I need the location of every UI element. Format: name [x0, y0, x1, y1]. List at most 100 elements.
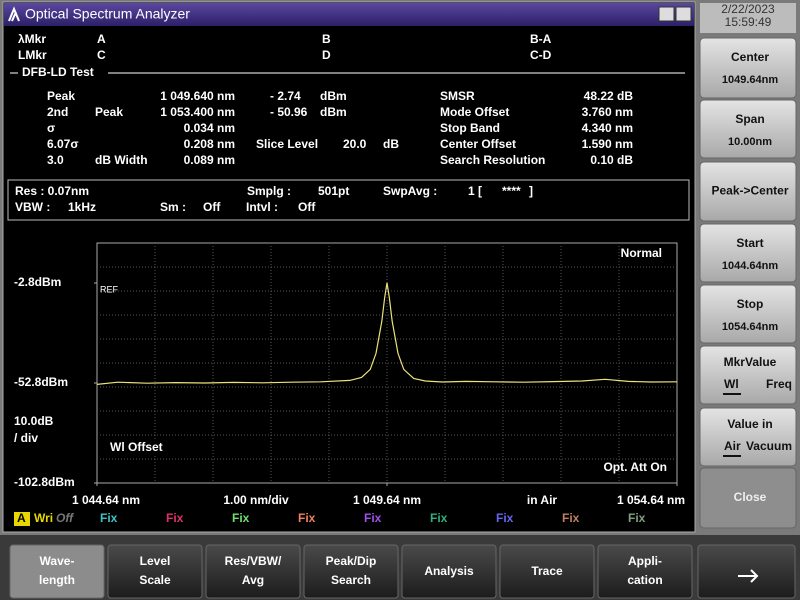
key-option: Freq — [766, 377, 792, 391]
side-key[interactable] — [699, 284, 797, 344]
trace-state[interactable]: Fix — [298, 511, 316, 525]
setting: 501pt — [318, 184, 349, 198]
bottom-key-label: Search — [331, 573, 371, 587]
result-value: 1 049.640 nm — [160, 89, 235, 103]
x-tick-label: 1 054.64 nm — [617, 493, 685, 507]
result-value: 0.208 nm — [184, 137, 235, 151]
bottom-key-label: Wave- — [40, 554, 75, 568]
logo — [8, 6, 20, 22]
result-label: Peak — [95, 105, 123, 119]
slice-unit: dB — [383, 137, 399, 151]
key-label: Peak->Center — [711, 184, 788, 198]
setting: Intvl : — [246, 200, 278, 214]
result-label: Mode Offset — [440, 105, 509, 119]
key-value: 10.00nm — [728, 136, 772, 148]
setting: SwpAvg : — [383, 184, 437, 198]
active-trace-badge — [14, 512, 30, 526]
scale-unit: / div — [14, 431, 38, 445]
bottom-key[interactable] — [205, 544, 301, 599]
active-trace-state[interactable]: Off — [56, 511, 74, 525]
bottom-key[interactable] — [303, 544, 399, 599]
key-option: Wl — [724, 377, 739, 391]
bottom-key[interactable] — [401, 544, 497, 599]
slice-label: Slice Level — [256, 137, 318, 151]
setting: 1kHz — [68, 200, 96, 214]
trace-state[interactable]: Fix — [562, 511, 580, 525]
setting: **** — [502, 184, 521, 198]
side-key[interactable] — [699, 467, 797, 529]
side-key[interactable] — [699, 345, 797, 405]
setting: 1 [ — [468, 184, 482, 198]
trace-state[interactable]: Fix — [430, 511, 448, 525]
result-value: 0.10 dB — [590, 153, 633, 167]
bottom-key-label: length — [39, 573, 75, 587]
ref-label: REF — [100, 284, 119, 294]
side-key[interactable] — [699, 161, 797, 222]
trace-state[interactable]: Fix — [628, 511, 646, 525]
side-key[interactable] — [699, 37, 797, 99]
result-value: 48.22 dB — [584, 89, 634, 103]
key-option: Air — [724, 439, 741, 453]
time: 15:59:49 — [725, 15, 772, 29]
bottom-key-label: Analysis — [424, 564, 474, 578]
key-value: 1054.64nm — [722, 321, 778, 333]
trace-state[interactable]: Fix — [496, 511, 514, 525]
key-label: Value in — [727, 417, 772, 431]
trace-state[interactable]: Fix — [232, 511, 250, 525]
setting: Sm : — [160, 200, 186, 214]
marker-label: B — [322, 32, 331, 46]
result-label: σ — [47, 121, 55, 135]
key-label: Span — [735, 112, 764, 126]
result-level: - 2.74 — [270, 89, 301, 103]
spectrum-trace — [96, 282, 678, 385]
result-value: 3.760 nm — [582, 105, 633, 119]
marker-label: C — [97, 48, 106, 62]
maximize-button[interactable] — [675, 6, 692, 22]
marker-label: LMkr — [18, 48, 47, 62]
result-label: SMSR — [440, 89, 475, 103]
result-value: 1.590 nm — [582, 137, 633, 151]
x-tick-label: 1 044.64 nm — [72, 493, 140, 507]
trace-state[interactable]: Fix — [100, 511, 118, 525]
minimize-button[interactable] — [658, 6, 675, 22]
active-trace-mode[interactable]: Wri — [34, 511, 53, 525]
marker-label: λMkr — [18, 32, 46, 46]
bottom-key-label: Avg — [242, 573, 264, 587]
scale-label: 10.0dB — [14, 414, 54, 428]
result-label: Search Resolution — [440, 153, 545, 167]
y-tick-label: -52.8dBm — [14, 375, 68, 389]
setting: Off — [298, 200, 316, 214]
bottom-key-label: Level — [140, 554, 171, 568]
more-key[interactable] — [697, 544, 796, 599]
setting: ] — [529, 184, 533, 198]
setting: Smplg : — [247, 184, 291, 198]
setting: Res : 0.07nm — [15, 184, 89, 198]
result-label: 3.0 — [47, 153, 64, 167]
trace-state[interactable]: Fix — [166, 511, 184, 525]
key-label: Start — [736, 236, 763, 250]
side-key[interactable] — [699, 99, 797, 159]
result-label: 2nd — [47, 105, 68, 119]
key-label: Center — [731, 50, 769, 64]
arrow-icon — [738, 569, 759, 583]
result-label: Center Offset — [440, 137, 516, 151]
active-trace-letter[interactable]: A — [17, 511, 26, 525]
label-bg — [104, 440, 174, 456]
bottom-key[interactable] — [107, 544, 203, 599]
bottom-key[interactable] — [499, 544, 595, 599]
result-value: 0.089 nm — [184, 153, 235, 167]
result-value: 4.340 nm — [582, 121, 633, 135]
result-label: 6.07σ — [47, 137, 79, 151]
side-key[interactable] — [699, 223, 797, 283]
window-title: Optical Spectrum Analyzer — [25, 6, 190, 22]
result-value: 0.034 nm — [184, 121, 235, 135]
grid — [97, 243, 677, 483]
wl-offset: Wl Offset — [110, 440, 163, 454]
bottom-key-label: Appli- — [628, 554, 662, 568]
trace-state[interactable]: Fix — [364, 511, 382, 525]
side-key[interactable] — [699, 407, 797, 467]
bottom-key[interactable] — [9, 544, 105, 599]
bottom-key-label: cation — [627, 573, 662, 587]
bottom-key[interactable] — [597, 544, 693, 599]
